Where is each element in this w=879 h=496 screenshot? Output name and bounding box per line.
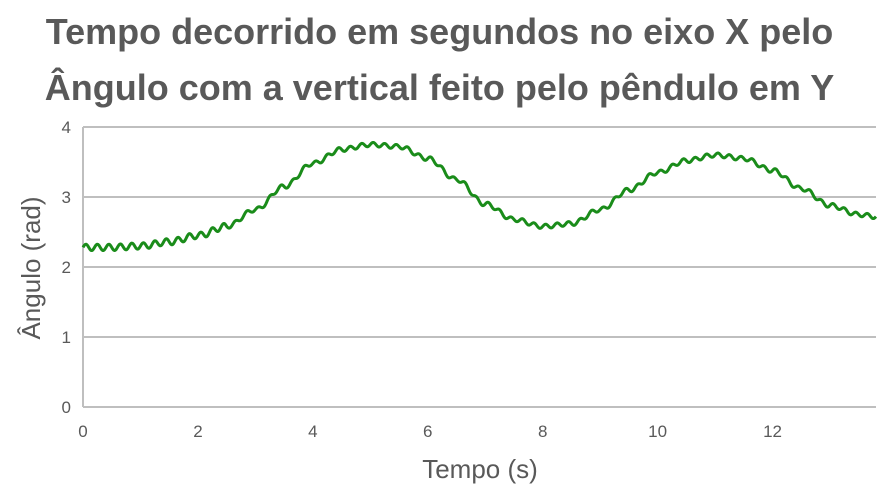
chart-title: Tempo decorrido em segundos no eixo X pe… <box>0 4 879 116</box>
x-tick-label: 0 <box>78 422 87 441</box>
x-tick-label: 6 <box>423 422 432 441</box>
chart-title-line-1: Tempo decorrido em segundos no eixo X pe… <box>45 11 834 52</box>
chart-title-line-2: Ângulo com a vertical feito pelo pêndulo… <box>44 67 835 108</box>
x-tick-label: 2 <box>193 422 202 441</box>
y-tick-labels: 0 1 2 3 4 <box>62 118 71 417</box>
x-tick-labels: 0 2 4 6 8 10 12 <box>78 422 782 441</box>
y-tick-label: 1 <box>62 328 71 347</box>
x-tick-label: 4 <box>308 422 317 441</box>
y-axis-label: Ângulo (rad) <box>16 196 46 339</box>
y-tick-label: 0 <box>62 398 71 417</box>
series-group <box>81 140 878 253</box>
x-axis-label: Tempo (s) <box>422 454 538 484</box>
y-tick-label: 4 <box>62 118 71 137</box>
y-tick-label: 3 <box>62 188 71 207</box>
gridlines <box>82 126 876 408</box>
series-line <box>81 140 878 253</box>
x-tick-label: 8 <box>538 422 547 441</box>
x-tick-label: 12 <box>763 422 782 441</box>
x-tick-label: 10 <box>648 422 667 441</box>
y-tick-label: 2 <box>62 258 71 277</box>
